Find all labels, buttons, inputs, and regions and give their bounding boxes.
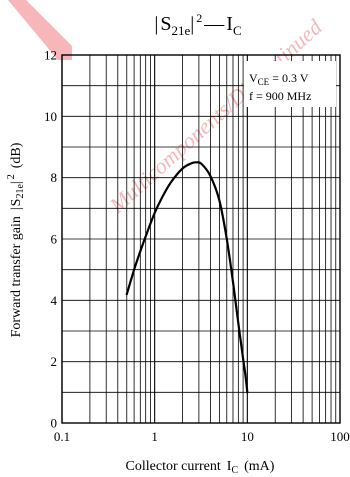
y-tick-label: 2 xyxy=(51,354,58,369)
x-tick-label: 100 xyxy=(330,429,350,444)
y-tick-label: 4 xyxy=(51,293,58,308)
series-line xyxy=(125,161,249,394)
logo-icon xyxy=(8,0,72,60)
plot-frame xyxy=(61,54,341,424)
y-tick-label: 10 xyxy=(44,109,57,124)
condition-frequency: f = 900 MHz xyxy=(249,89,311,103)
y-tick-label: 6 xyxy=(51,232,58,247)
condition-vce: VCE = 0.3 V xyxy=(249,71,309,87)
y-axis-label: Forward transfer gain|S21e|2(dB) xyxy=(6,142,26,337)
x-tick-label: 1 xyxy=(151,429,158,444)
chart-title: | S21e| 2— IC xyxy=(154,11,241,38)
y-tick-label: 12 xyxy=(44,48,57,63)
y-tick-labels: 0 2 4 6 8 10 12 xyxy=(44,48,58,431)
conditions-box: VCE = 0.3 V f = 900 MHz xyxy=(244,61,336,107)
x-tick-label: 10 xyxy=(241,429,254,444)
y-tick-label: 8 xyxy=(51,170,58,185)
y-tick-label: 0 xyxy=(51,416,58,431)
x-tick-label: 0.1 xyxy=(54,429,70,444)
x-axis-label: Collector current IC (mA) xyxy=(126,459,275,476)
grid xyxy=(61,54,340,424)
title-bar-left: | xyxy=(154,13,158,35)
x-tick-labels: 0.1 1 10 100 xyxy=(54,429,350,444)
